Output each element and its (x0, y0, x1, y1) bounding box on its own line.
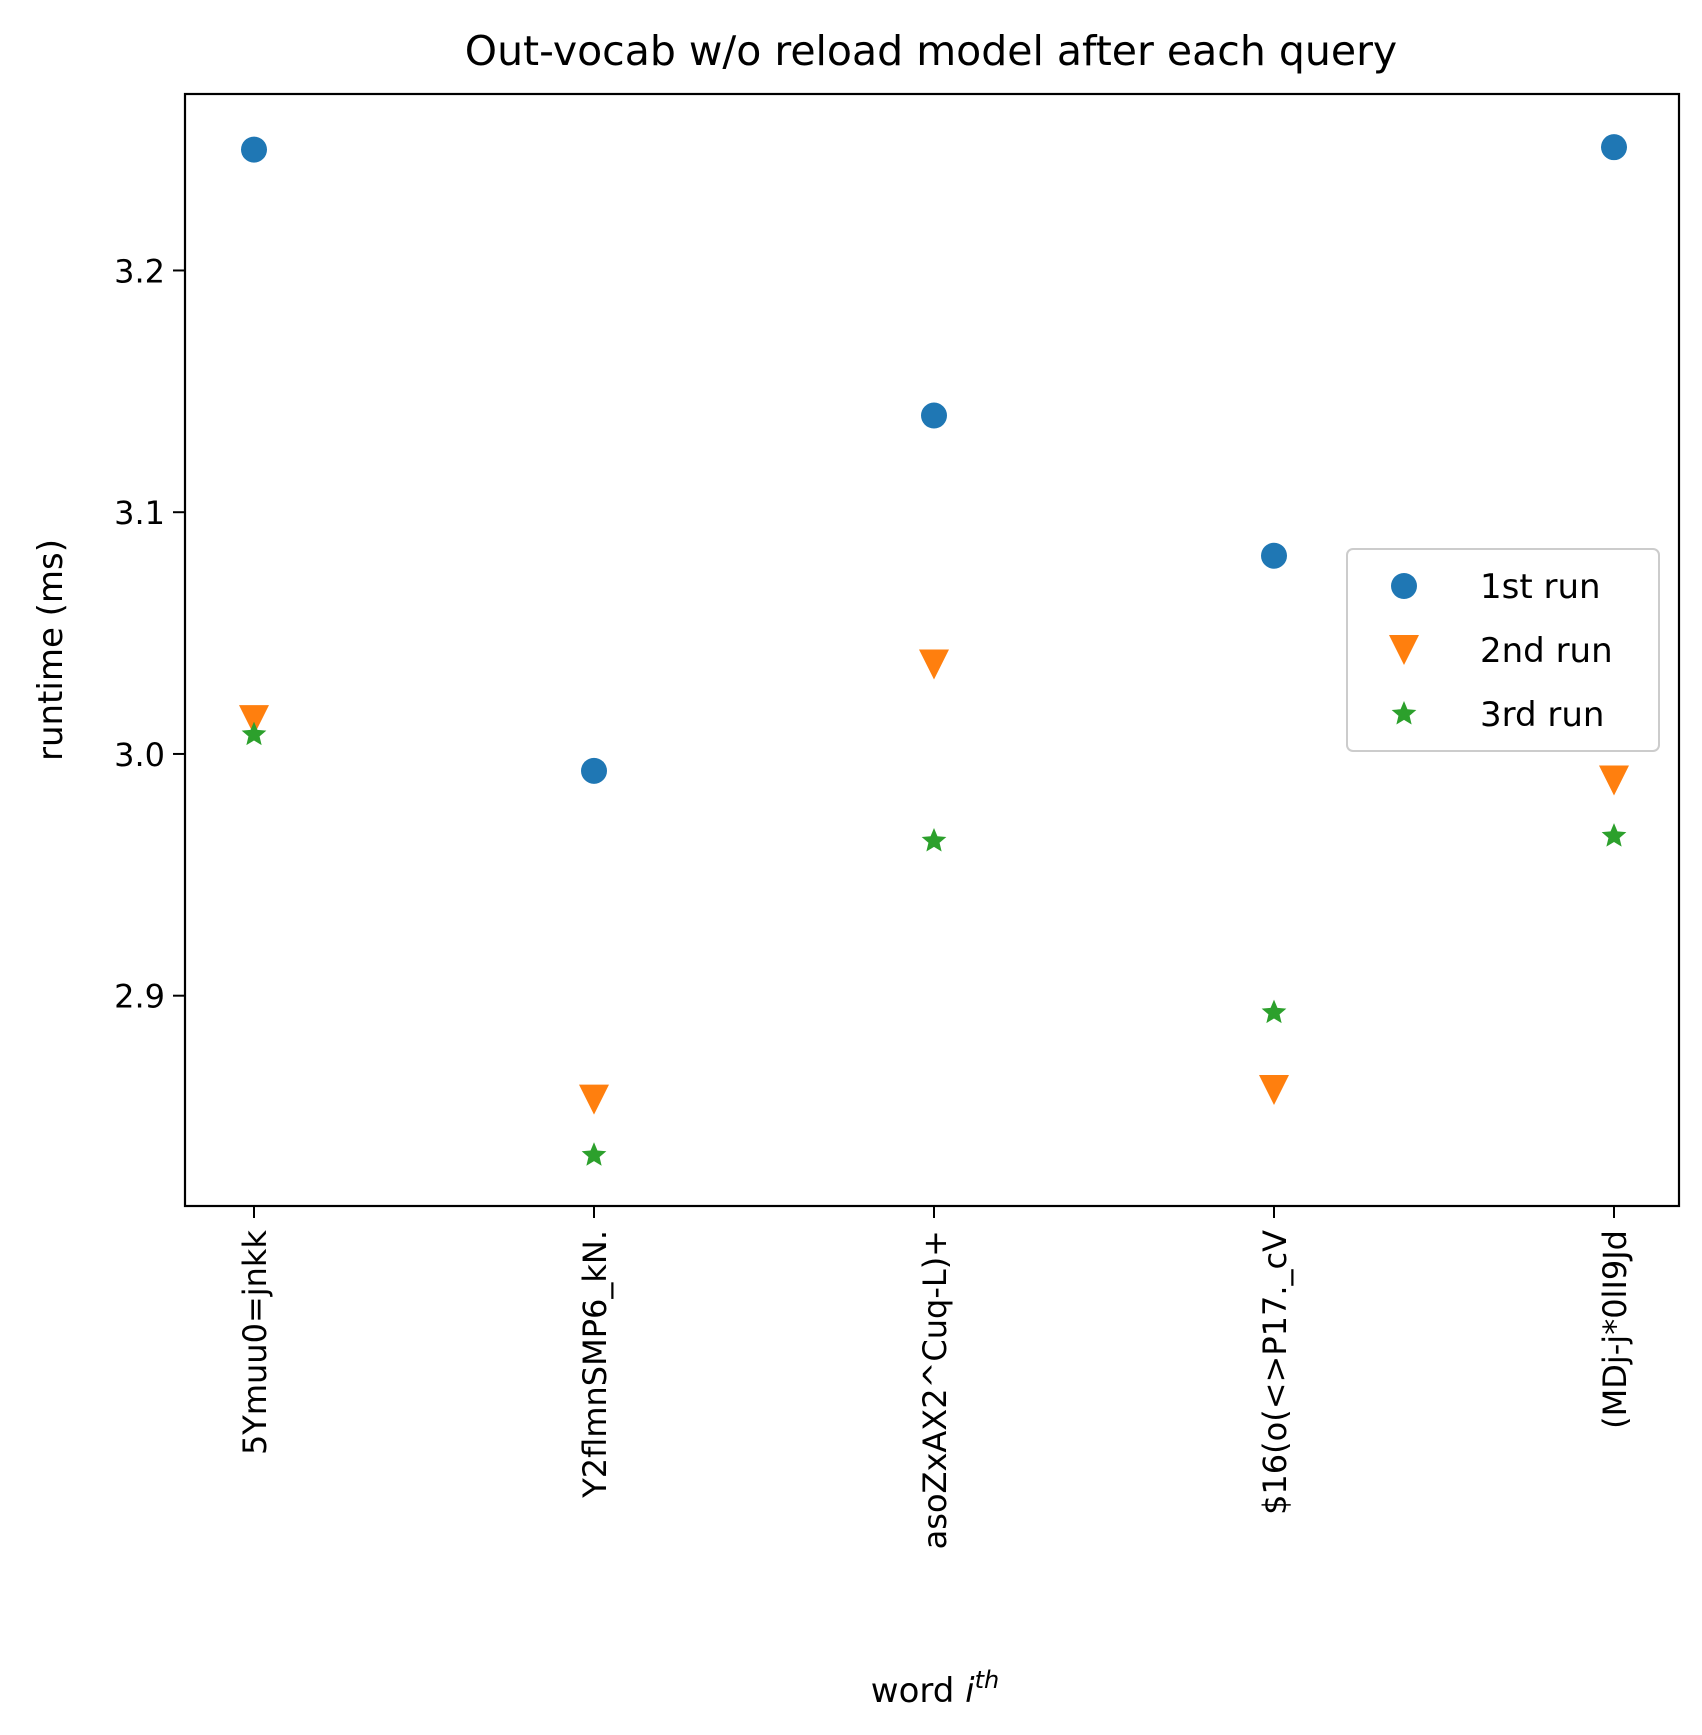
x-tick-label: $16(o(<>P17._cV (1256, 1230, 1294, 1515)
data-point-series-3 (1601, 823, 1627, 847)
y-tick-label: 3.1 (114, 494, 165, 532)
legend-frame (1346, 548, 1660, 752)
data-point-series-2 (579, 1084, 609, 1115)
data-point-series-2 (1599, 765, 1629, 796)
x-axis-label-italic: i (965, 1671, 975, 1711)
y-axis: 2.9 3.0 3.1 3.2 (114, 252, 185, 1016)
data-point-series-3 (581, 1142, 607, 1166)
x-tick-label: (MDj-j*0lI9Jd (1596, 1230, 1634, 1429)
y-tick-label: 2.9 (114, 978, 165, 1016)
legend-label-series-3: 3rd run (1480, 695, 1604, 735)
data-point-series-1 (581, 757, 607, 784)
data-point-series-3 (241, 721, 267, 746)
y-tick-label: 3.0 (114, 736, 165, 774)
data-point-series-1 (241, 136, 267, 163)
x-tick-label: Y2flmnSMP6_kN. (576, 1230, 614, 1499)
legend: 1st run 2nd run 3rd run (1346, 548, 1660, 752)
legend-label-series-1: 1st run (1480, 567, 1601, 607)
chart-title: Out-vocab w/o reload model after each qu… (465, 27, 1397, 75)
data-point-series-3 (1261, 999, 1287, 1024)
data-point-series-2 (919, 649, 949, 680)
plot-marks (239, 134, 1629, 1166)
x-axis-label-main: word (871, 1671, 965, 1711)
data-point-series-1 (1601, 134, 1627, 161)
axes-frame (183, 92, 1681, 1208)
x-tick-label: 5Ymuu0=jnkk (236, 1230, 274, 1456)
x-axis-label-superscript: th (975, 1666, 1000, 1694)
y-axis-label: runtime (ms) (31, 539, 71, 761)
legend-label-series-2: 2nd run (1480, 631, 1613, 671)
data-point-series-2 (1259, 1074, 1289, 1105)
data-point-series-1 (921, 402, 947, 429)
data-point-series-3 (921, 827, 947, 852)
y-tick-label: 3.2 (114, 252, 165, 290)
data-point-series-1 (1261, 542, 1287, 569)
x-axis-label: word ith (871, 1666, 999, 1711)
legend-marker-series-2 (1389, 635, 1419, 665)
legend-marker-series-3 (1391, 701, 1417, 725)
x-tick-label: asoZxAX2^Cuq-L)+ (916, 1230, 954, 1549)
legend-marker-series-1 (1391, 573, 1417, 599)
data-point-series-2 (239, 705, 269, 736)
x-axis: 5Ymuu0=jnkk Y2flmnSMP6_kN. asoZxAX2^Cuq-L)… (236, 1206, 1634, 1549)
